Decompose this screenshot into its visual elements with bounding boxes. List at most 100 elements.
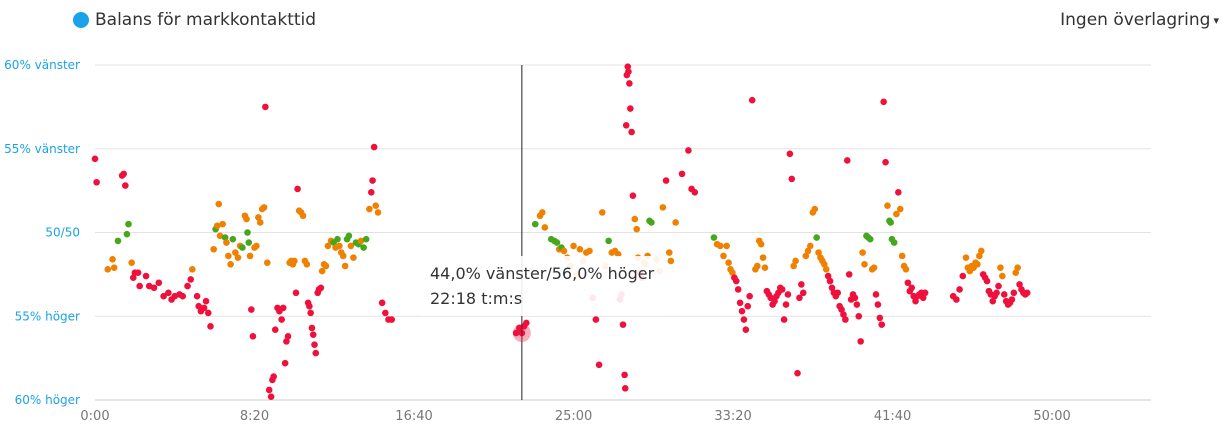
data-point (740, 316, 748, 323)
data-point (294, 185, 301, 193)
data-point (1016, 281, 1023, 288)
data-point (821, 261, 828, 268)
data-point (284, 333, 292, 340)
data-point (872, 291, 880, 298)
data-point (629, 192, 637, 199)
data-point (759, 254, 767, 261)
data-point (619, 321, 627, 328)
data-point (109, 255, 116, 263)
data-point (586, 247, 593, 255)
data-point (956, 286, 963, 293)
overlay-dropdown[interactable]: Ingen överlagring ▾ (1060, 10, 1219, 30)
data-point (260, 204, 268, 211)
data-point (659, 204, 667, 211)
data-point (792, 257, 799, 265)
data-point (1014, 264, 1021, 271)
data-point (997, 264, 1004, 271)
data-point (806, 242, 814, 250)
data-point (662, 177, 670, 184)
data-point (804, 247, 812, 255)
data-point (798, 281, 805, 288)
data-point (122, 182, 129, 189)
data-point (896, 205, 904, 213)
overlay-dropdown-label: Ingen överlagring (1060, 10, 1211, 30)
y-tick-label: 55% höger (15, 309, 80, 323)
data-point (382, 309, 389, 317)
data-point (667, 257, 675, 265)
data-point (732, 277, 740, 285)
data-point (884, 202, 891, 209)
data-point (959, 272, 967, 280)
y-tick-label: 55% vänster (4, 142, 80, 156)
data-point (813, 234, 820, 241)
data-point (193, 292, 201, 300)
data-point (802, 252, 810, 260)
data-point (184, 282, 191, 290)
data-point (278, 316, 285, 323)
data-point (179, 292, 187, 300)
data-point (223, 239, 230, 246)
legend-label: Balans för markkontakttid (95, 10, 317, 30)
legend[interactable]: Balans för markkontakttid (73, 10, 316, 30)
data-point (541, 224, 549, 231)
data-point (279, 304, 287, 312)
data-point (317, 284, 325, 292)
data-point (114, 237, 122, 245)
data-point (322, 262, 330, 270)
data-point (880, 98, 887, 106)
data-point (710, 234, 718, 241)
data-point (876, 314, 884, 322)
data-point (621, 371, 628, 379)
data-point (210, 245, 217, 253)
data-point (256, 219, 264, 226)
chevron-down-icon: ▾ (1213, 13, 1219, 27)
data-point (672, 219, 679, 226)
data-point (893, 210, 900, 218)
data-point (195, 302, 202, 310)
data-point (367, 189, 375, 196)
data-point (790, 262, 797, 270)
data-point (249, 333, 257, 340)
data-point (255, 214, 262, 221)
data-point (366, 205, 373, 213)
data-point (826, 277, 834, 285)
data-point (308, 324, 316, 332)
data-point (878, 321, 886, 328)
data-point (908, 284, 916, 292)
data-point (291, 257, 298, 265)
data-point (720, 252, 727, 260)
data-point (691, 189, 699, 196)
data-point (782, 301, 790, 308)
data-point (187, 276, 195, 283)
data-point (262, 103, 269, 111)
data-point (244, 229, 251, 236)
data-point (207, 323, 214, 330)
data-point (341, 262, 349, 270)
data-point (512, 329, 520, 337)
tooltip-time: 22:18 t:m:s (430, 289, 523, 308)
data-point (648, 219, 655, 226)
data-point (625, 68, 632, 75)
data-point (605, 237, 612, 245)
tooltip-balance: 44,0% vänster/56,0% höger (430, 264, 655, 283)
y-tick-label: 60% vänster (4, 58, 80, 72)
data-point (822, 266, 830, 273)
data-point (299, 212, 307, 220)
data-point (128, 259, 135, 266)
data-point (592, 316, 600, 323)
x-tick-label: 8:20 (240, 409, 269, 424)
highlight-point (512, 324, 531, 342)
data-point (796, 294, 803, 302)
data-point (1008, 296, 1016, 303)
data-point (904, 279, 912, 287)
data-point (523, 319, 530, 327)
data-point (134, 269, 142, 277)
data-point (263, 259, 271, 266)
data-points (91, 63, 1031, 400)
data-point (794, 369, 801, 377)
data-point (780, 316, 788, 323)
data-point (843, 157, 851, 164)
data-point (306, 302, 313, 310)
data-point (799, 289, 807, 297)
